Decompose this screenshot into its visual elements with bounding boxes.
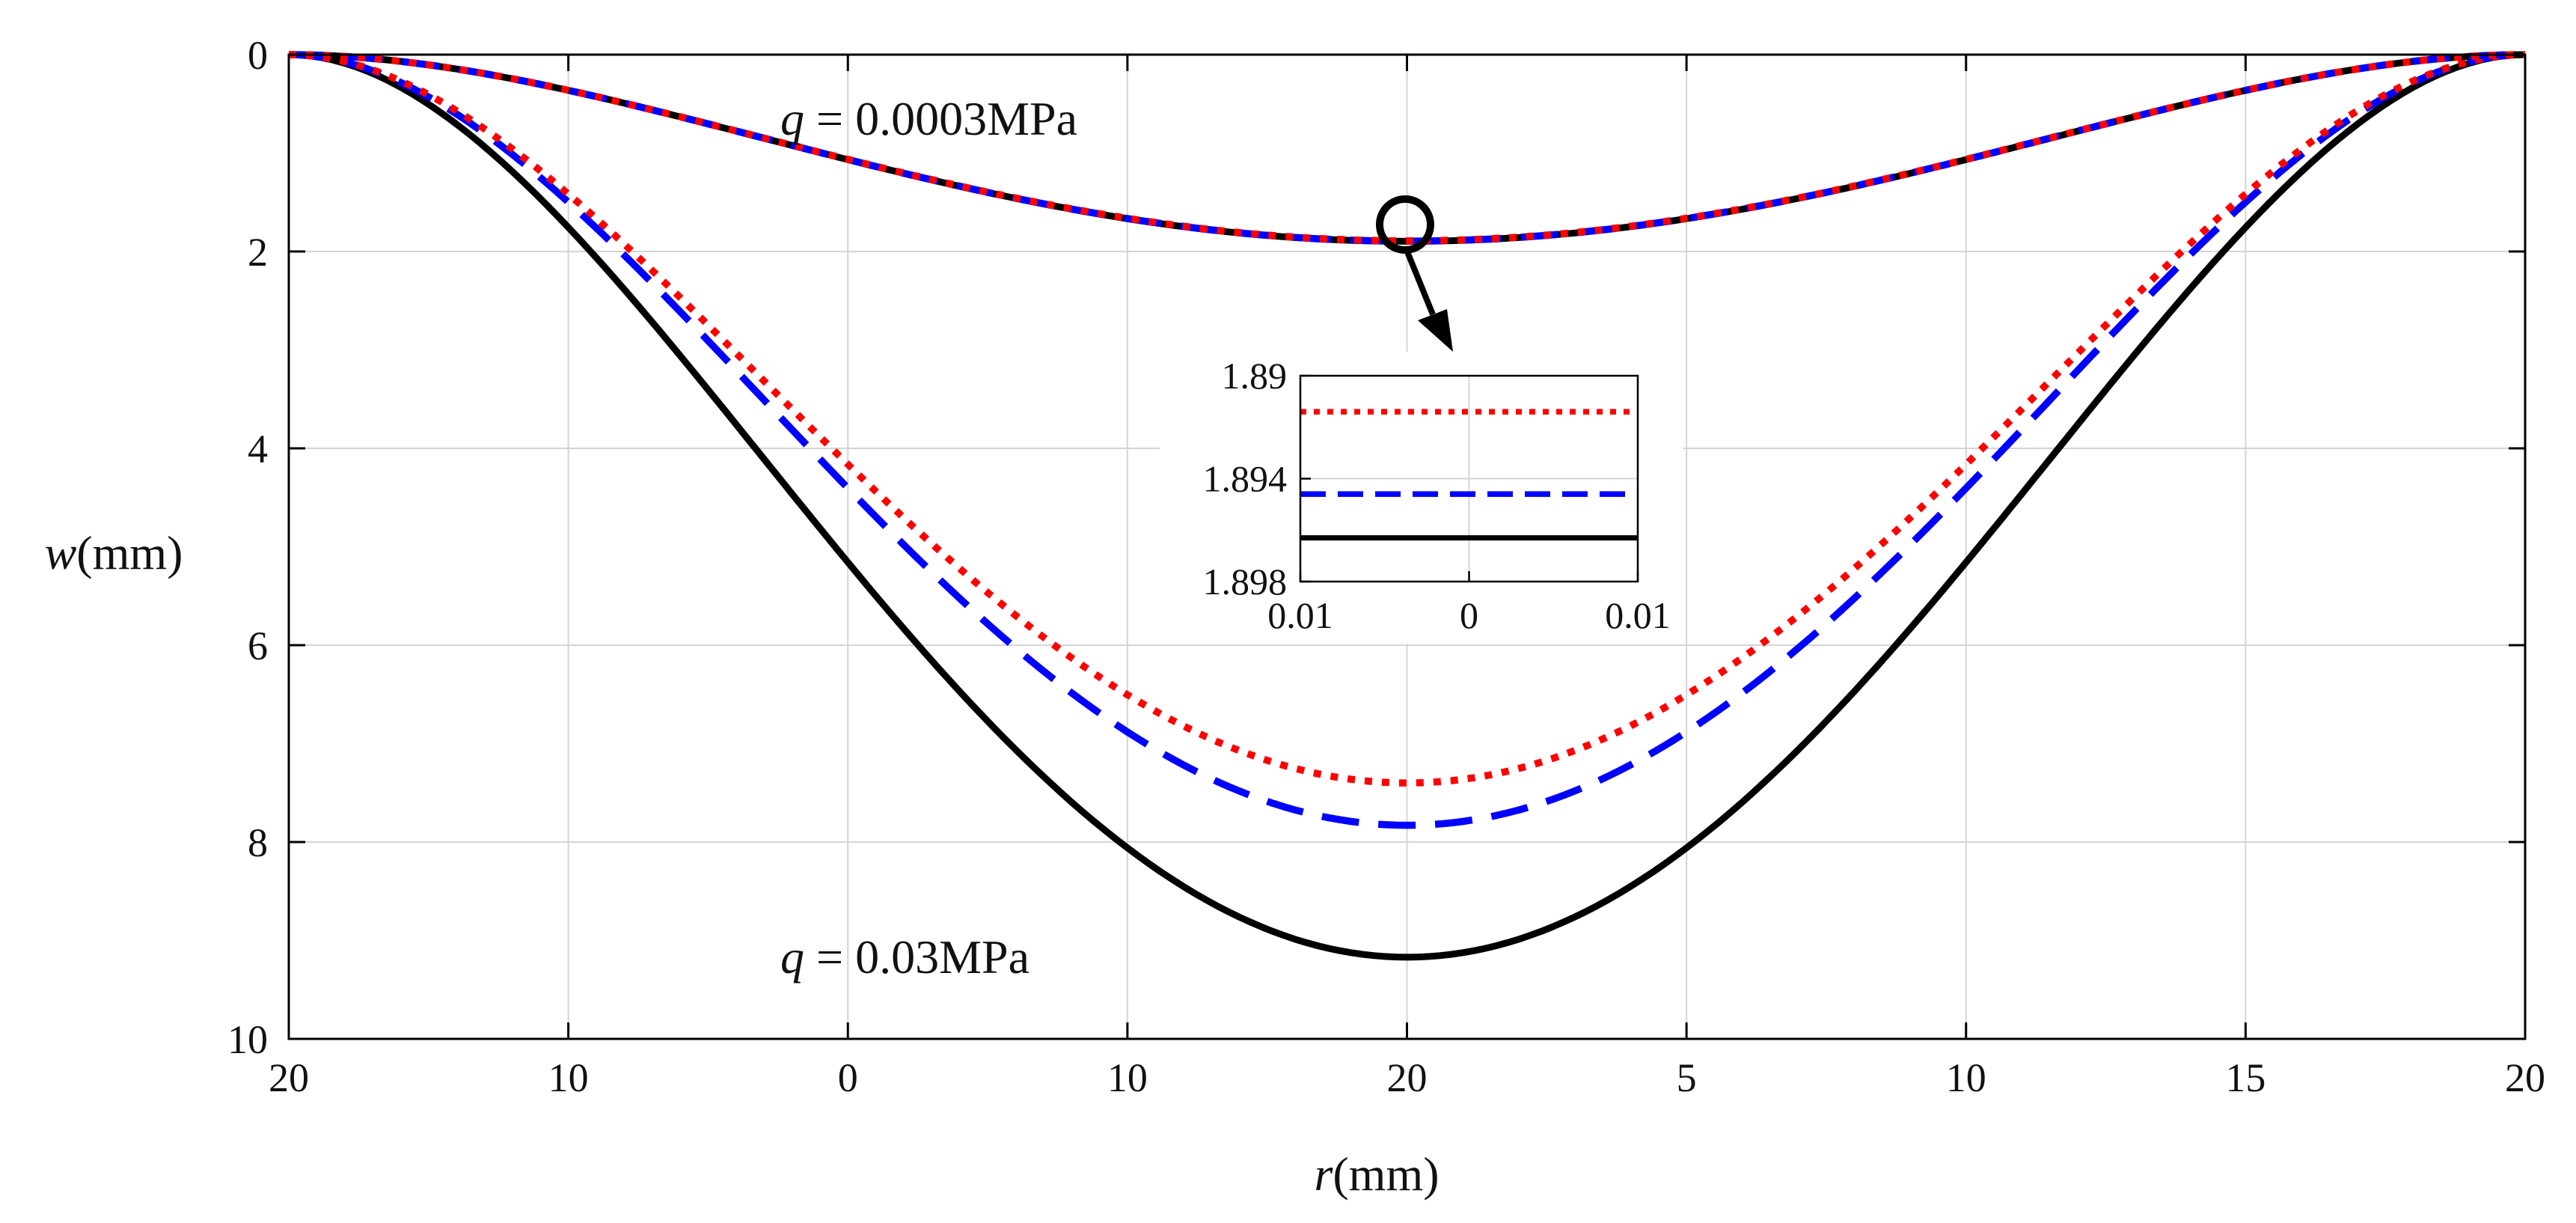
x-tick-label: 0 [838,1055,858,1100]
x-tick-label: 20 [2505,1055,2545,1100]
y-tick-label: 4 [248,427,268,472]
inset-x-tick-labels: 0.01 0 0.01 [1267,594,1671,636]
curve-solid-heavy-load [288,51,2526,961]
x-tick-label: 10 [1107,1055,1148,1100]
inset-curves [1300,409,1638,541]
zoom-arrow-shaft [1404,248,1436,316]
x-tick-label: 20 [1387,1055,1428,1100]
curve-dashed-heavy-load [288,51,2526,829]
inset-y-tick-labels: 1.89 1.894 1.898 [1203,355,1288,603]
curve-dotted-heavy-load [288,51,2526,787]
inset-y-tick-label: 1.894 [1203,458,1288,500]
x-axis-label: r(mm) [1314,1147,1439,1201]
axis-ticks [287,53,2527,1040]
y-tick-label: 6 [248,623,268,668]
inset: 0.01 0 0.01 1.89 1.894 1.898 [1160,352,1683,644]
y-tick-label: 8 [248,820,268,865]
inset-grid [1300,376,1638,582]
inset-x-tick-label: 0 [1460,594,1478,636]
y-tick-label: 10 [227,1017,268,1062]
zoom-circle [1376,195,1434,254]
inset-x-tick-label: 0.01 [1267,594,1333,636]
y-tick-labels: 0 2 4 6 8 10 [227,33,268,1062]
annotation-top: q = 0.0003MPa [780,92,1077,145]
inset-background [1160,352,1683,644]
inset-y-tick-label: 1.89 [1222,355,1288,397]
inset-x-tick-label: 0.01 [1605,594,1671,636]
y-tick-label: 2 [248,230,268,275]
x-tick-label: 5 [1677,1055,1697,1100]
x-tick-label: 15 [2225,1055,2266,1100]
inset-ticks [1299,374,1639,583]
x-tick-label: 10 [1946,1055,1986,1100]
y-tick-label: 0 [248,33,268,78]
zoom-marker [1376,195,1453,352]
zoom-arrow-head [1418,309,1453,352]
curves [288,51,2526,961]
y-axis-label: w(mm) [45,526,183,579]
curve-dotted-light-load [288,51,2526,245]
annotation-bottom: q = 0.03MPa [780,930,1030,983]
x-tick-label: 20 [269,1055,309,1100]
x-tick-label: 10 [548,1055,589,1100]
x-tick-labels: 20 10 0 10 20 5 10 15 20 [269,1055,2545,1100]
inset-y-tick-label: 1.898 [1203,561,1288,603]
